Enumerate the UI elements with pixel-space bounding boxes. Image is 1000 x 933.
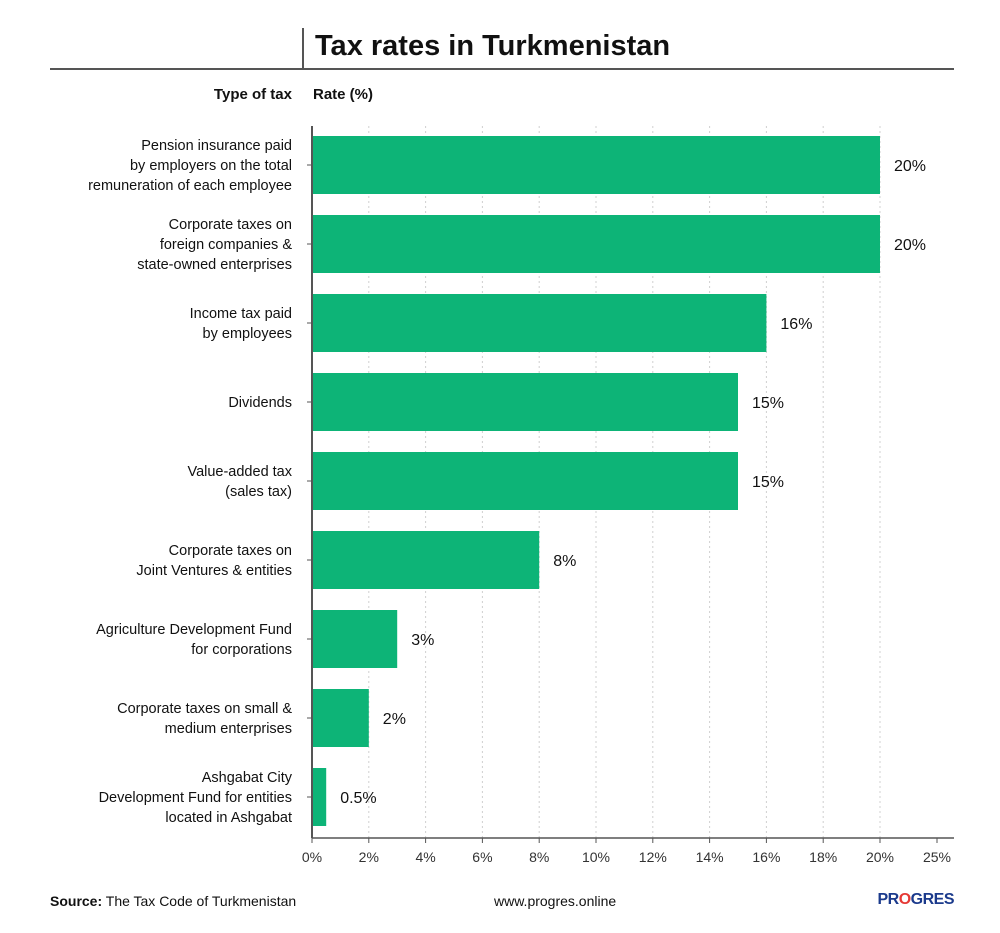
website-link[interactable]: www.progres.online bbox=[494, 893, 617, 909]
value-label: 15% bbox=[752, 395, 784, 412]
brand-logo: PROGRES bbox=[877, 891, 954, 909]
value-label: 0.5% bbox=[340, 790, 376, 807]
category-label: by employers on the total bbox=[130, 158, 292, 174]
category-label: Corporate taxes on bbox=[169, 543, 292, 559]
brand-text-pre: PR bbox=[877, 891, 899, 908]
value-label: 3% bbox=[411, 632, 434, 649]
x-tick-label: 4% bbox=[415, 849, 435, 865]
category-label: Dividends bbox=[228, 395, 292, 411]
x-tick-label: 8% bbox=[529, 849, 549, 865]
x-tick-label: 0% bbox=[302, 849, 322, 865]
category-label: Corporate taxes on small & bbox=[117, 701, 292, 717]
value-label: 16% bbox=[780, 316, 812, 333]
value-label: 2% bbox=[383, 711, 406, 728]
column-header-type: Type of tax bbox=[213, 86, 292, 103]
bar-6 bbox=[313, 610, 398, 668]
x-tick-label: 18% bbox=[809, 849, 837, 865]
x-tick-label: 20% bbox=[866, 849, 894, 865]
category-label: Pension insurance paid bbox=[141, 138, 292, 154]
category-label: for corporations bbox=[191, 642, 292, 658]
x-tick-label: 2% bbox=[359, 849, 379, 865]
source-label: Source: bbox=[50, 893, 103, 909]
category-label: Development Fund for entities bbox=[99, 790, 292, 806]
category-label: Value-added tax bbox=[187, 464, 292, 480]
category-label: Agriculture Development Fund bbox=[96, 622, 292, 638]
bar-4 bbox=[313, 452, 738, 510]
bar-7 bbox=[313, 689, 369, 747]
bar-2 bbox=[313, 294, 767, 352]
category-label: by employees bbox=[203, 326, 292, 342]
column-header-rate: Rate (%) bbox=[313, 86, 374, 103]
x-tick-label: 6% bbox=[472, 849, 492, 865]
chart-header: Tax rates in Turkmenistan bbox=[50, 28, 954, 70]
category-label: Joint Ventures & entities bbox=[136, 563, 292, 579]
category-label: (sales tax) bbox=[225, 484, 292, 500]
category-label: located in Ashgabat bbox=[165, 810, 292, 826]
title-divider bbox=[302, 28, 304, 68]
footer: Source: The Tax Code of Turkmenistan www… bbox=[50, 891, 955, 915]
category-label: Ashgabat City bbox=[202, 770, 293, 786]
category-label: state-owned enterprises bbox=[137, 257, 292, 273]
bar-8 bbox=[313, 768, 327, 826]
category-label: medium enterprises bbox=[165, 721, 292, 737]
bar-1 bbox=[313, 215, 880, 273]
value-label: 20% bbox=[894, 158, 926, 175]
source-note: Source: The Tax Code of Turkmenistan bbox=[50, 893, 296, 909]
brand-text-o: O bbox=[898, 891, 911, 908]
category-label: Corporate taxes on bbox=[169, 217, 292, 233]
bar-5 bbox=[313, 531, 540, 589]
bar-3 bbox=[313, 373, 738, 431]
bar-chart: Pension insurance paid by employers on th… bbox=[88, 126, 954, 865]
chart-title: Tax rates in Turkmenistan bbox=[315, 30, 671, 62]
category-label: foreign companies & bbox=[160, 237, 293, 253]
value-label: 20% bbox=[894, 237, 926, 254]
x-tick-label: 10% bbox=[582, 849, 610, 865]
value-label: 8% bbox=[553, 553, 576, 570]
category-label: remuneration of each employee bbox=[88, 178, 292, 194]
x-tick-label: 14% bbox=[696, 849, 724, 865]
value-label: 15% bbox=[752, 474, 784, 491]
bar-0 bbox=[313, 136, 880, 194]
x-tick-label: 16% bbox=[752, 849, 780, 865]
x-tick-label: 12% bbox=[639, 849, 667, 865]
brand-text-post: GRES bbox=[910, 891, 955, 908]
source-text: The Tax Code of Turkmenistan bbox=[102, 893, 297, 909]
x-tick-label: 25% bbox=[923, 849, 951, 865]
category-label: Income tax paid bbox=[190, 306, 292, 322]
